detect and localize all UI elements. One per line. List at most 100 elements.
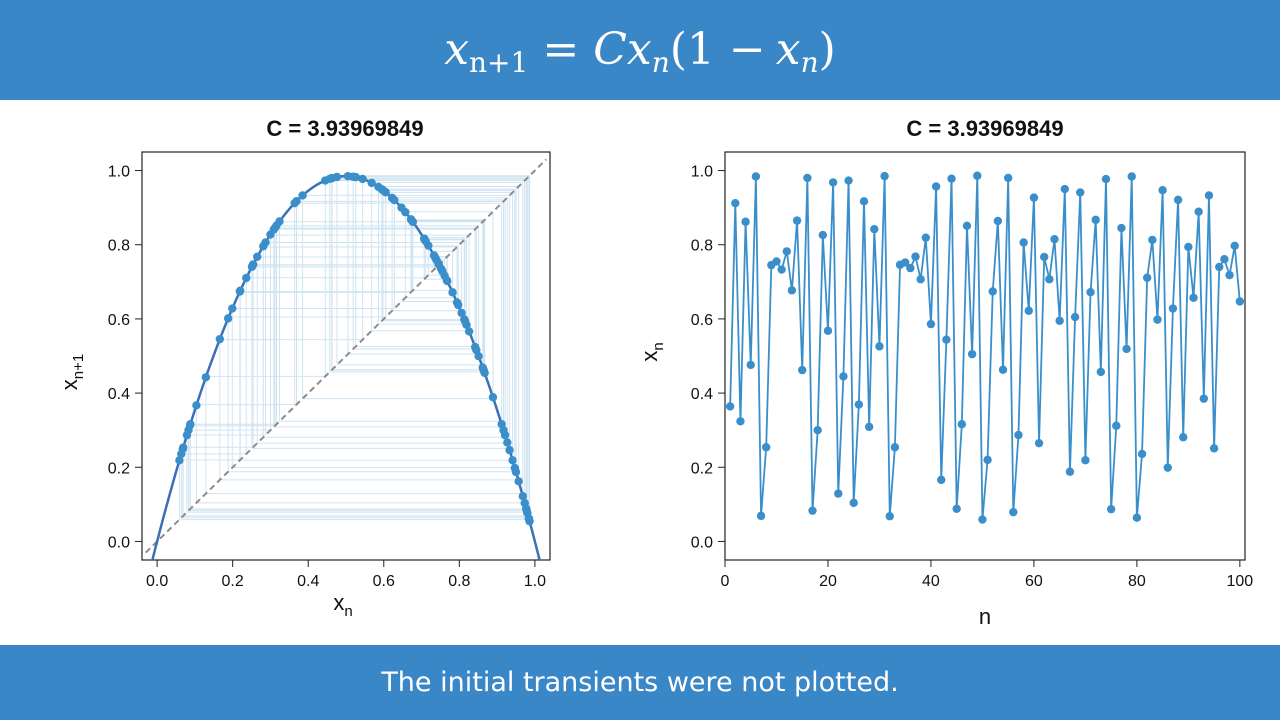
map-point [182, 430, 192, 440]
series-point [1055, 316, 1064, 325]
series-point [834, 489, 843, 498]
map-point [522, 504, 531, 513]
series-point [890, 443, 900, 452]
series-point [854, 400, 864, 409]
series-point [952, 504, 961, 514]
y-tick-label: 1.0 [691, 164, 713, 181]
x-axis-ticks: 0 20 40 60 80 100 [721, 560, 1253, 590]
series-point [1153, 315, 1162, 324]
series-point [998, 365, 1008, 374]
series-point [1173, 195, 1183, 205]
map-point [292, 197, 301, 206]
map-point [437, 264, 446, 274]
map-point [508, 456, 517, 465]
series-point [772, 257, 781, 266]
map-point [457, 308, 466, 318]
map-point [242, 273, 251, 283]
x-tick-label: 40 [922, 573, 940, 590]
map-point [424, 241, 433, 250]
map-point [480, 368, 489, 378]
series-point [1158, 186, 1167, 195]
map-point [464, 327, 474, 336]
series-point [844, 176, 853, 185]
map-point [432, 256, 441, 265]
series-point [1194, 207, 1203, 216]
x-tick-label: 0.6 [373, 573, 395, 590]
series-point [1117, 223, 1126, 233]
series-point [782, 247, 791, 256]
x-tick-label: 100 [1226, 573, 1253, 590]
map-point [518, 491, 527, 501]
series-point [1142, 273, 1152, 282]
series-point [1179, 433, 1188, 442]
series-point [1014, 430, 1023, 440]
map-point [460, 315, 469, 324]
series-point [978, 515, 987, 524]
plot-frame [141, 151, 551, 561]
series-point [957, 420, 967, 429]
series-point [751, 172, 761, 181]
map-points [175, 171, 534, 526]
map-point [358, 174, 367, 184]
map-point [454, 300, 463, 310]
y-tick-label: 1.0 [108, 164, 130, 181]
series-point [1081, 456, 1090, 465]
series-point [813, 425, 822, 435]
x-tick-label: 0.4 [297, 573, 319, 590]
series-point [736, 417, 745, 426]
caption-banner [0, 645, 1280, 720]
series-point [828, 178, 838, 187]
map-point [298, 191, 307, 200]
series-point [875, 342, 884, 351]
map-point [500, 430, 510, 440]
series-point [731, 198, 740, 208]
series-point [1137, 449, 1147, 459]
series-point [967, 349, 977, 359]
series-point [916, 275, 925, 284]
map-point [524, 514, 534, 523]
map-point [192, 401, 201, 410]
map-point [348, 172, 358, 181]
series-points [725, 171, 1245, 524]
series-line [729, 175, 1241, 520]
y-tick-label: 0.0 [108, 534, 130, 551]
series-point [1168, 304, 1178, 313]
series-point [993, 216, 1003, 226]
map-point [175, 456, 184, 465]
y-tick-label: 0.8 [108, 238, 130, 255]
chart-title: C = 3.93969849 [266, 116, 423, 141]
series-point [1091, 215, 1100, 225]
map-point [505, 445, 514, 455]
y-tick-label: 0.4 [691, 386, 713, 403]
series-point [761, 443, 771, 452]
caption: The initial transients were not plotted. [381, 667, 899, 698]
series-point [864, 422, 874, 432]
cobweb-chart: C = 3.93969849 0.0 0.2 0.4 0.6 0.8 1.0 0.0 0.2… [57, 116, 551, 620]
series-point [1086, 288, 1095, 297]
map-point [472, 345, 481, 355]
x-tick-label: 80 [1128, 573, 1146, 590]
series-point [942, 335, 951, 344]
map-point [378, 185, 388, 195]
series-point [1230, 241, 1239, 251]
map-point [223, 314, 233, 323]
series-point [931, 182, 941, 191]
series-point [880, 171, 889, 181]
x-axis-label: n [979, 604, 991, 629]
series-point [741, 217, 750, 226]
series-point [849, 498, 858, 508]
series-point [756, 511, 766, 521]
series-point [1040, 252, 1049, 262]
map-point [448, 288, 457, 297]
x-tick-label: 20 [819, 573, 837, 590]
series-point [803, 173, 812, 183]
series-point [1065, 467, 1075, 476]
x-tick-label: 60 [1025, 573, 1043, 590]
map-point [514, 477, 523, 486]
series-point [921, 233, 930, 242]
y-tick-label: 0.2 [108, 460, 130, 477]
series-point [973, 171, 982, 180]
series-point [859, 197, 869, 206]
map-point [185, 421, 195, 430]
series-point [900, 258, 910, 267]
